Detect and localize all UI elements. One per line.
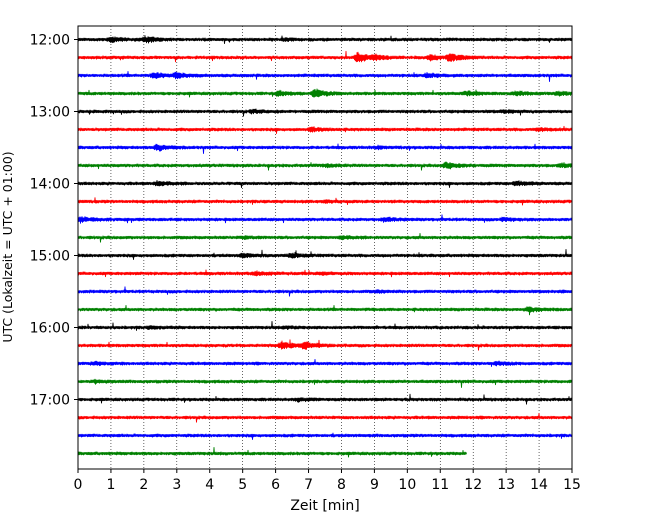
trace-1400 [77, 180, 573, 188]
trace-1545 [77, 305, 573, 316]
trace-1300 [77, 108, 573, 117]
trace-1215 [77, 50, 573, 63]
x-tick-label: 11 [431, 477, 449, 493]
trace-1500 [77, 249, 573, 260]
x-axis-label: Zeit [min] [290, 498, 359, 514]
trace-1630 [77, 359, 573, 367]
trace-1445 [77, 233, 573, 243]
trace-1600 [77, 321, 573, 331]
trace-1345 [77, 161, 573, 171]
x-tick-label: 1 [106, 477, 115, 493]
trace-1515 [77, 269, 573, 278]
x-tick-label: 15 [563, 477, 581, 493]
y-tick-label: 17:00 [30, 393, 70, 409]
seismic-traces [77, 35, 573, 458]
y-tick-label: 14:00 [30, 177, 70, 193]
trace-1415 [77, 197, 573, 206]
plot-frame [77, 25, 573, 470]
y-tick-label: 12:00 [30, 33, 70, 49]
y-tick-label: 16:00 [30, 321, 70, 337]
x-axis-ticks: 0 1 2 3 4 5 6 7 8 9 10 11 12 13 14 15 [74, 469, 581, 493]
trace-1430 [77, 214, 573, 224]
x-tick-label: 7 [304, 477, 313, 493]
x-tick-label: 0 [74, 477, 83, 493]
x-tick-label: 9 [370, 477, 379, 493]
plot-background [78, 26, 572, 469]
trace-1700 [77, 393, 573, 405]
trace-1615 [77, 339, 573, 351]
y-tick-label: 13:00 [30, 105, 70, 121]
y-axis-ticks: 12:00 13:00 14:00 15:00 16:00 17:00 [30, 33, 78, 409]
trace-1230 [77, 71, 573, 82]
x-tick-label: 6 [271, 477, 280, 493]
vertical-gridlines [110, 26, 540, 469]
trace-1200 [77, 35, 573, 44]
trace-1730 [77, 432, 573, 440]
x-tick-label: 8 [337, 477, 346, 493]
trace-1745 [77, 447, 467, 458]
trace-1315 [77, 125, 573, 134]
trace-1645 [77, 378, 573, 388]
trace-1330 [77, 143, 573, 154]
trace-1530 [77, 286, 573, 297]
y-tick-label: 15:00 [30, 249, 70, 265]
x-tick-label: 12 [464, 477, 482, 493]
x-tick-label: 14 [530, 477, 548, 493]
x-tick-label: 4 [205, 477, 214, 493]
trace-1245 [77, 88, 573, 98]
x-tick-label: 5 [238, 477, 247, 493]
x-tick-label: 2 [139, 477, 148, 493]
trace-1715 [77, 413, 573, 423]
x-tick-label: 10 [398, 477, 416, 493]
y-axis-label: UTC (Lokalzeit = UTC + 01:00) [0, 151, 15, 342]
x-tick-label: 3 [172, 477, 181, 493]
x-tick-label: 13 [497, 477, 515, 493]
